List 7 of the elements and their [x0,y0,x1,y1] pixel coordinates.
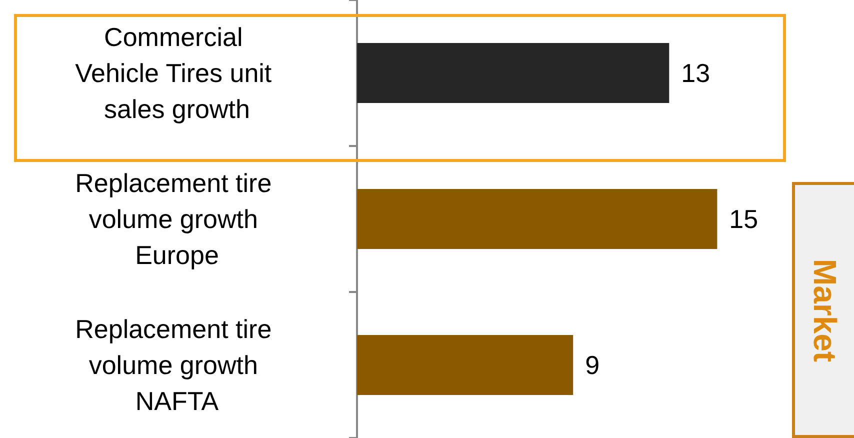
data-label: 13 [681,58,710,88]
y-tick-label: Commercial Vehicle Tires unit sales growth [75,22,279,124]
side-label-box: Market [792,182,854,438]
data-label: 15 [729,204,758,234]
data-label: 9 [585,350,600,380]
y-tick-label: Replacement tire volume growth NAFTA [75,314,279,416]
y-tick-label: Replacement tire volume growth Europe [75,168,279,270]
